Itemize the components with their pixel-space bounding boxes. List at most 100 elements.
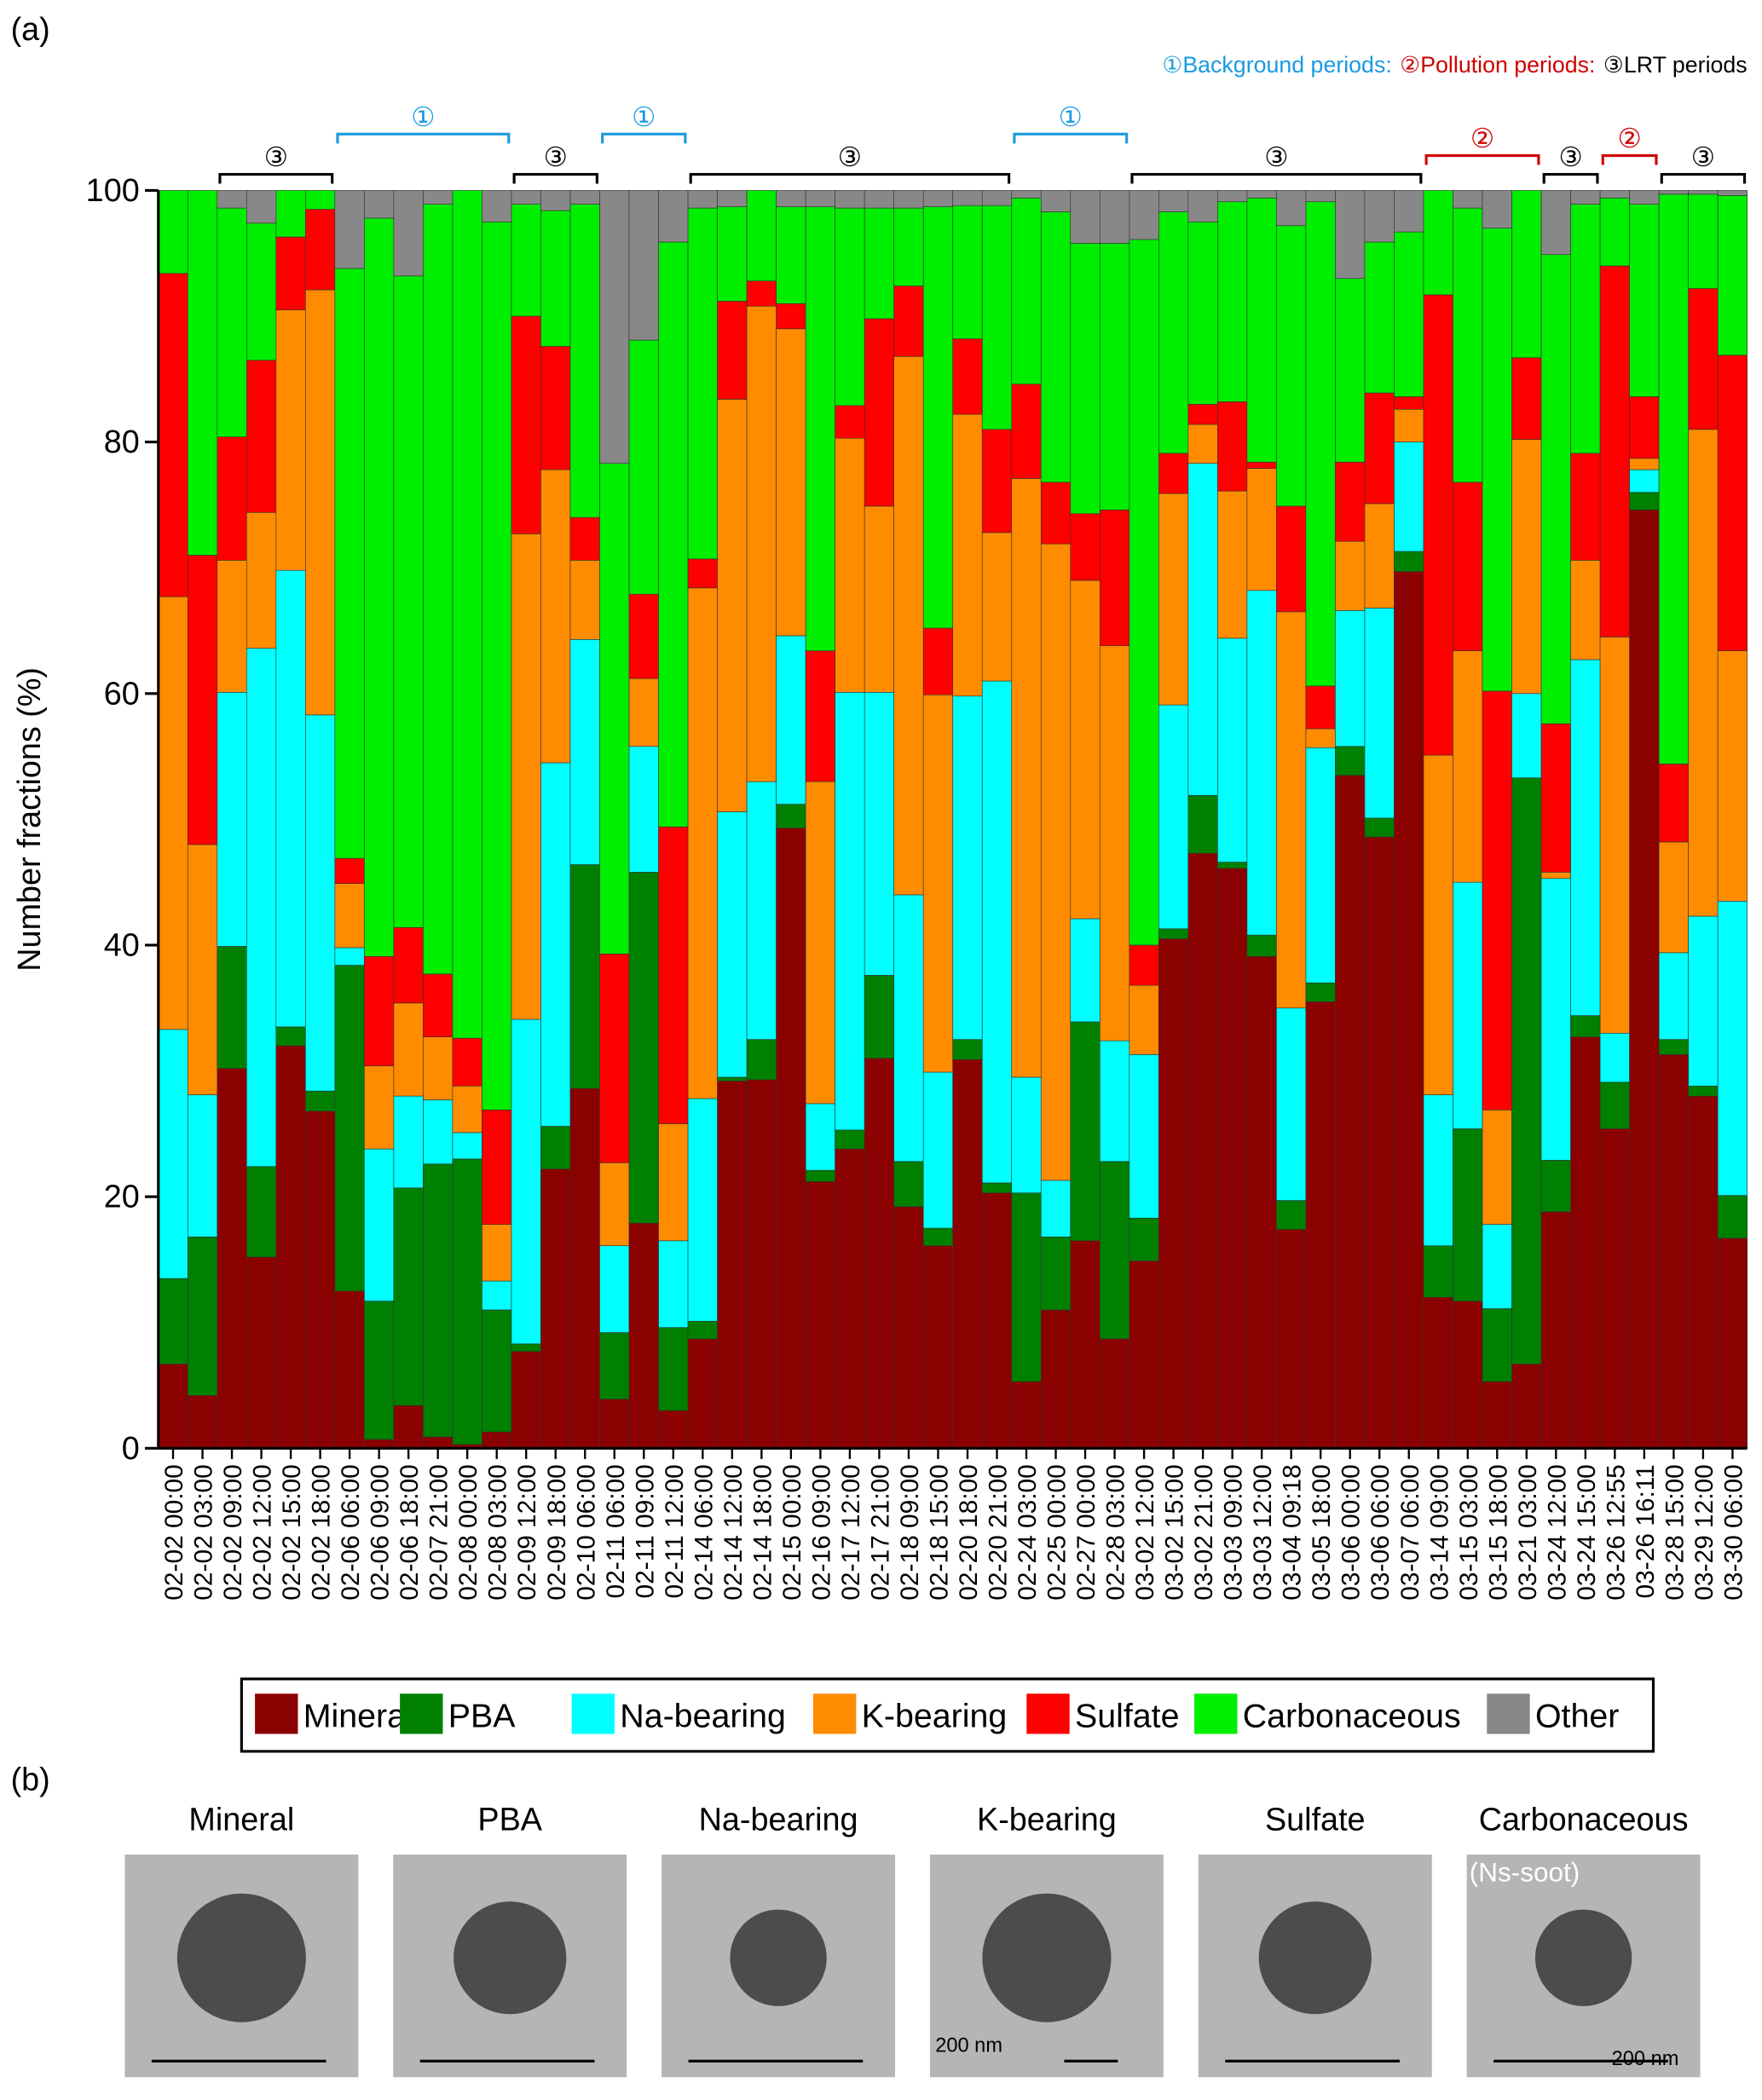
bar-segment [1717,1195,1748,1239]
bar-segment [1394,231,1424,397]
bar-segment [1482,690,1512,1111]
bar-segment [540,469,571,764]
bracket [1601,153,1658,165]
period-legend: ①Background periods: ②Pollution periods: ③… [1162,52,1747,78]
legend-label: PBA [448,1698,516,1735]
bar-segment [158,190,188,274]
y-tick-label: 20 [104,1180,140,1215]
bracket [336,132,511,144]
bar-segment [687,190,718,209]
particle [1258,1901,1372,2015]
bar-segment [893,1161,924,1208]
bar-segment [187,844,218,1095]
bar-segment [1423,294,1453,756]
bar-segment [776,635,806,805]
bar-segment [1040,211,1072,483]
bar-segment [1129,984,1159,1055]
bar-segment [835,437,865,693]
bar-segment [1070,190,1101,244]
bar-segment [717,300,748,400]
bar-segment [981,190,1013,206]
bar-segment [687,207,718,560]
bar-segment [835,1148,865,1449]
bar-segment [864,207,895,320]
period-bracket: ① [1013,102,1129,144]
bar-segment [805,190,835,207]
bar-segment [452,1037,482,1087]
bar-segment [511,1351,541,1449]
bar-segment [628,339,659,595]
period-label: ③ [264,142,288,172]
bar-segment [423,1099,453,1165]
bar-segment [981,680,1013,1184]
bar-segment [746,305,777,782]
bar-segment [1658,841,1689,954]
bar-segment [1305,747,1336,984]
bar-segment [1305,685,1336,730]
x-tick-label: 03-03 12:00 [1249,1464,1277,1601]
bar-segment [658,826,689,1124]
bar-segment [658,241,689,828]
period-bracket: ② [1424,124,1540,165]
bar-segment [922,1227,954,1247]
bar-segment [217,436,247,561]
period-bracket: ① [601,102,687,144]
bar-segment [1187,222,1218,405]
scale-label: 200 nm [1612,2048,1679,2070]
bar-segment [952,1059,983,1449]
bracket [601,132,687,144]
x-tick-label: 02-02 03:00 [190,1464,218,1601]
particle [176,1893,306,2022]
bar-segment [1335,610,1366,747]
bar-segment [599,463,630,955]
bar-segment [658,1410,689,1449]
bar-segment [1394,408,1424,442]
bar-segment [187,1237,218,1396]
bar-segment [1335,278,1366,463]
period-legend-entry: ②Pollution periods: [1400,52,1595,78]
bar-segment [1453,650,1483,883]
x-tick-label: 03-26 16:11 [1632,1464,1660,1598]
bar-segment [423,1036,453,1100]
x-tick-label: 03-24 12:00 [1543,1464,1571,1601]
bar-segment [569,1088,600,1449]
bar-segment [628,678,659,747]
bar-segment [1070,1240,1101,1449]
bar-segment [364,955,395,1066]
bar-segment [393,190,424,277]
bar-segment [1717,650,1748,902]
bar-segment [187,1094,218,1238]
bar-segment [1070,243,1101,515]
bar-segment [393,1095,424,1189]
bar-segment [1453,881,1483,1129]
period-label: ③ [838,142,862,172]
bar-segment [746,190,777,282]
bar-segment [1187,424,1218,464]
bar-segment [1423,1296,1453,1449]
bar-segment [364,1301,395,1440]
bar-segment [1070,580,1101,920]
bar-segment [952,695,983,1040]
x-tick-label: 02-14 06:00 [690,1464,718,1601]
bar-segment [1040,190,1072,212]
image-title: Sulfate [1265,1803,1366,1838]
bar-segment [158,1029,188,1279]
y-tick-label: 0 [122,1431,140,1467]
period-bracket: ③ [218,142,334,184]
legend-swatch [571,1693,615,1734]
x-tick-label: 02-11 12:00 [661,1464,689,1598]
x-tick-label: 02-02 09:00 [219,1464,247,1601]
x-tick-label: 02-09 12:00 [513,1464,541,1601]
bar-segment [1246,955,1277,1449]
panel-label: (b) [11,1762,50,1798]
bar-segment [864,318,895,507]
bar-segment [334,268,365,859]
bar-segment [1099,190,1130,244]
bar-segment [658,1240,689,1328]
bar-segment [1129,190,1159,240]
bar-segment [364,217,395,957]
bar-segment [1482,190,1512,229]
y-tick-label: 80 [104,424,140,460]
x-tick-label: 02-07 21:00 [425,1464,453,1601]
